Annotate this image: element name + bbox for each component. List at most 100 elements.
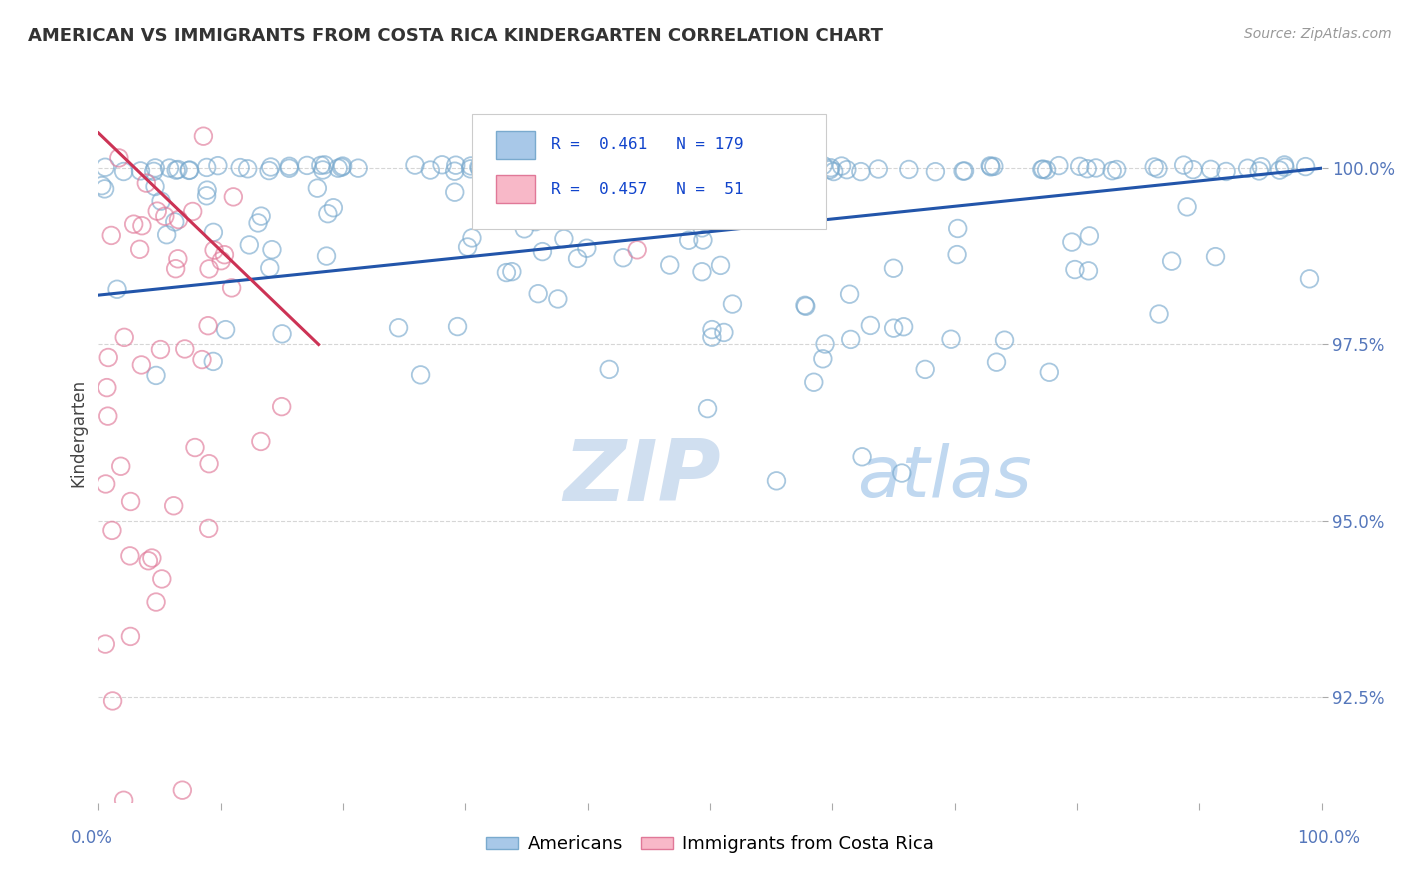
Point bbox=[1199, 162, 1222, 177]
Point bbox=[460, 159, 482, 173]
Point bbox=[94, 161, 117, 175]
Point bbox=[165, 163, 187, 178]
Point bbox=[131, 358, 153, 372]
Point bbox=[142, 164, 165, 178]
Point bbox=[238, 238, 260, 252]
Point bbox=[979, 159, 1001, 173]
Point bbox=[980, 160, 1002, 174]
Point bbox=[690, 265, 713, 279]
FancyBboxPatch shape bbox=[471, 114, 827, 229]
Point bbox=[811, 158, 834, 172]
Point bbox=[1084, 161, 1107, 175]
Point bbox=[513, 222, 536, 236]
Point bbox=[307, 181, 329, 195]
Point bbox=[347, 161, 370, 176]
Point bbox=[165, 261, 187, 276]
Point bbox=[419, 163, 441, 178]
Point bbox=[692, 233, 714, 247]
Point bbox=[868, 161, 890, 176]
Point bbox=[120, 494, 142, 508]
Point bbox=[823, 164, 845, 178]
Point bbox=[616, 163, 638, 178]
Point bbox=[222, 190, 245, 204]
Point bbox=[141, 551, 163, 566]
Point bbox=[101, 524, 124, 538]
Point bbox=[1236, 161, 1258, 176]
Point bbox=[468, 160, 491, 174]
Point bbox=[849, 164, 872, 178]
Point bbox=[1249, 164, 1271, 178]
Text: R =  0.461   N = 179: R = 0.461 N = 179 bbox=[551, 137, 744, 153]
Point bbox=[838, 287, 860, 301]
Point bbox=[202, 243, 225, 257]
Point bbox=[1250, 160, 1272, 174]
Point bbox=[209, 253, 232, 268]
Point bbox=[94, 637, 117, 651]
Point bbox=[550, 202, 572, 217]
Point bbox=[309, 158, 332, 172]
Point bbox=[765, 474, 787, 488]
Point bbox=[1215, 164, 1237, 178]
Point bbox=[330, 161, 353, 175]
Point bbox=[270, 400, 292, 414]
Point bbox=[533, 178, 555, 193]
Point bbox=[97, 409, 120, 424]
Point bbox=[626, 161, 648, 175]
Point bbox=[1076, 161, 1098, 176]
Point bbox=[173, 342, 195, 356]
Point bbox=[221, 281, 243, 295]
Point bbox=[468, 161, 491, 175]
Point bbox=[143, 179, 166, 194]
Point bbox=[683, 208, 706, 222]
Text: atlas: atlas bbox=[856, 442, 1032, 511]
Point bbox=[700, 330, 723, 344]
Point bbox=[108, 151, 131, 165]
Point bbox=[443, 185, 465, 199]
Point bbox=[94, 477, 117, 491]
Point bbox=[626, 243, 648, 257]
Point bbox=[811, 351, 834, 366]
Point bbox=[229, 161, 252, 175]
Point bbox=[316, 207, 339, 221]
Point bbox=[1077, 264, 1099, 278]
Point bbox=[145, 368, 167, 383]
Point bbox=[690, 220, 713, 235]
Point bbox=[1035, 163, 1057, 178]
Point bbox=[637, 178, 659, 192]
Point bbox=[859, 318, 882, 333]
Point bbox=[315, 249, 337, 263]
Point bbox=[96, 381, 118, 395]
Point bbox=[184, 441, 207, 455]
Point bbox=[259, 260, 281, 275]
Point bbox=[893, 319, 915, 334]
Point bbox=[756, 162, 779, 177]
Point bbox=[598, 362, 620, 376]
Point bbox=[150, 194, 173, 208]
Point bbox=[612, 251, 634, 265]
Point bbox=[328, 161, 350, 176]
Point bbox=[986, 355, 1008, 369]
Point bbox=[526, 189, 548, 203]
Point bbox=[271, 326, 294, 341]
Point bbox=[247, 216, 270, 230]
Point bbox=[404, 158, 426, 172]
Point bbox=[120, 629, 142, 643]
Point bbox=[163, 499, 186, 513]
Point bbox=[278, 161, 301, 176]
Point bbox=[181, 204, 204, 219]
Point bbox=[195, 188, 218, 202]
Point bbox=[457, 240, 479, 254]
Point bbox=[794, 299, 817, 313]
Point bbox=[197, 521, 219, 535]
Point bbox=[1274, 158, 1296, 172]
Point bbox=[693, 163, 716, 178]
Point bbox=[547, 292, 569, 306]
Y-axis label: Kindergarten: Kindergarten bbox=[69, 378, 87, 487]
Point bbox=[118, 549, 141, 563]
Point bbox=[1060, 235, 1083, 249]
Point bbox=[129, 164, 152, 178]
Point bbox=[460, 161, 482, 176]
Point bbox=[443, 164, 465, 178]
Point bbox=[112, 793, 135, 807]
Point bbox=[882, 261, 904, 276]
